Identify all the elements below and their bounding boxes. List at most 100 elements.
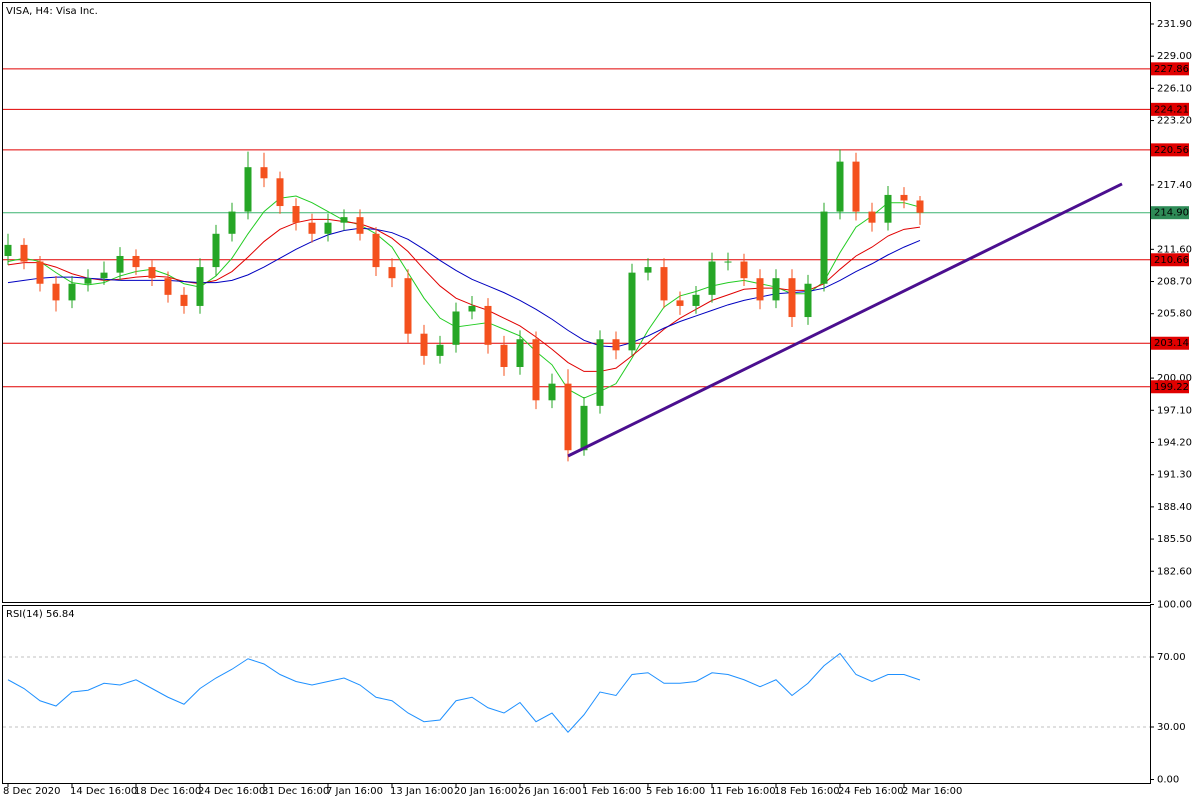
candle-body [852,161,860,212]
candle-body [884,194,892,223]
x-tick-label: 26 Jan 16:00 [518,786,581,797]
candle-body [468,305,476,312]
candle-body [740,261,748,279]
candle-body [868,211,876,223]
candle-body [628,272,636,351]
candle-body [148,267,156,279]
candle-body [484,305,492,345]
candle-body [388,267,396,279]
x-tick-label: 18 Feb 16:00 [774,786,840,797]
x-tick-label: 13 Jan 16:00 [390,786,453,797]
x-tick-label: 24 Dec 16:00 [198,786,265,797]
candle-body [356,217,364,234]
candle-body [20,244,28,262]
candle-body [420,333,428,356]
candle-body [836,161,844,212]
level-price-label: 220.56 [1154,145,1189,156]
y-tick-label: 185.50 [1157,534,1192,545]
candle-body [84,278,92,284]
candle-body [132,255,140,268]
y-tick-label: 217.40 [1157,180,1192,191]
y-tick-label: 223.20 [1157,116,1192,127]
candle-body [820,211,828,284]
candle-body [516,339,524,367]
candle-body [580,405,588,451]
level-price-box [1151,336,1189,350]
y-tick-label: 182.60 [1157,566,1192,577]
level-price-label: 199.22 [1154,382,1189,393]
candle-body [772,278,780,301]
price-panel [2,2,1151,603]
candle-body [276,178,284,207]
candle-body [180,294,188,306]
candle-body [244,167,252,212]
candle-body [548,383,556,401]
x-tick-label: 2 Mar 16:00 [902,786,962,797]
candle-body [660,267,668,301]
y-tick-label: 197.10 [1157,405,1192,416]
candle-body [708,261,716,295]
rsi-panel [2,605,1151,784]
rsi-title: RSI(14) 56.84 [6,609,75,620]
rsi-line [7,652,921,734]
candle-body [52,283,60,301]
candle-body [676,300,684,306]
y-tick-label: 200.00 [1157,373,1192,384]
candle-body [404,278,412,334]
moving-average [7,195,921,399]
chart-title: VISA, H4: Visa Inc. [6,6,98,17]
candle-body [500,344,508,367]
x-tick-label: 7 Jan 16:00 [326,786,383,797]
level-price-box [1151,380,1189,394]
candle-body [612,339,620,351]
candle-body [724,261,732,263]
candle-body [372,233,380,268]
moving-average [7,227,921,348]
last-price-label: 214.90 [1154,208,1189,219]
candle-body [212,233,220,268]
level-price-box [1151,253,1189,267]
candle-body [340,217,348,223]
y-tick-label: 229.00 [1157,51,1192,62]
x-tick-label: 1 Feb 16:00 [582,786,641,797]
level-price-box [1151,62,1189,76]
x-tick-label: 24 Feb 16:00 [838,786,904,797]
candle-body [36,261,44,284]
y-tick-label: 211.60 [1157,244,1192,255]
x-tick-label: 20 Jan 16:00 [454,786,517,797]
candle-body [68,283,76,301]
candle-body [532,339,540,401]
y-tick-label: 30.00 [1157,722,1186,733]
moving-average [7,218,921,372]
x-tick-label: 5 Feb 16:00 [646,786,705,797]
y-tick-label: 194.20 [1157,437,1192,448]
candle-body [788,278,796,318]
candle-body [692,294,700,306]
y-tick-label: 188.40 [1157,502,1192,513]
y-tick-label: 100.00 [1157,600,1192,611]
candle-body [260,167,268,179]
last-price-box [1151,206,1189,220]
candle-body [292,206,300,223]
level-price-label: 210.66 [1154,255,1189,266]
candle-body [308,222,316,234]
candle-body [452,311,460,345]
y-tick-label: 226.10 [1157,83,1192,94]
x-tick-label: 18 Dec 16:00 [134,786,201,797]
level-price-label: 227.86 [1154,64,1189,75]
candle-body [116,255,124,273]
candle-body [564,383,572,451]
candle-body [164,278,172,295]
y-tick-label: 191.30 [1157,470,1192,481]
y-tick-label: 208.70 [1157,277,1192,288]
y-tick-label: 231.90 [1157,19,1192,30]
candle-body [436,344,444,356]
x-tick-label: 11 Feb 16:00 [710,786,776,797]
level-price-box [1151,143,1189,157]
candle-body [900,194,908,201]
candle-body [756,278,764,301]
candle-body [100,272,108,279]
candle-body [324,222,332,234]
candle-body [916,200,924,213]
